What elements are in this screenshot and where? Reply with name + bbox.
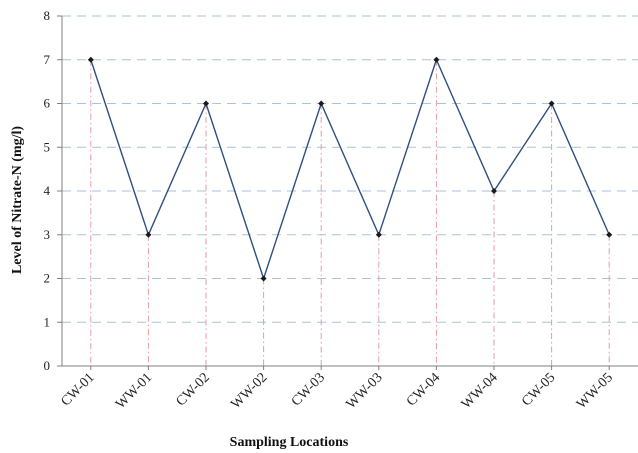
x-tick-label-cw-05: CW-05 [519,370,558,409]
data-point-cw-02 [203,100,209,107]
data-point-cw-03 [318,100,325,107]
y-tick-label: 4 [44,183,51,198]
y-tick-label: 0 [44,358,51,373]
x-tick-label-ww-02: WW-02 [228,370,270,412]
data-point-ww-01 [145,231,152,238]
x-tick-label-cw-03: CW-03 [289,370,328,409]
data-series [87,56,613,282]
x-tick-label-ww-04: WW-04 [459,370,501,412]
series-line-0 [90,57,610,281]
data-point-ww-03 [375,231,382,238]
x-tick-label-ww-05: WW-05 [574,370,616,412]
y-tick-label: 5 [44,139,51,154]
x-tick-label-ww-01: WW-01 [113,370,155,412]
data-point-ww-02 [260,275,267,282]
gridlines [62,15,638,323]
data-point-ww-04 [491,188,497,194]
y-tick-label: 1 [44,314,51,329]
data-point-cw-01 [87,56,94,63]
y-tick-label: 3 [44,227,51,242]
y-tick-label: 7 [44,52,51,67]
data-point-cw-04 [433,56,440,63]
axes [57,15,638,370]
y-tick-labels: 0 1 2 3 4 5 6 7 8 [44,8,51,373]
x-tick-label-ww-03: WW-03 [344,370,386,412]
data-point-ww-05 [606,231,613,238]
y-tick-label: 2 [44,271,51,286]
x-tick-label-cw-01: CW-01 [58,370,97,409]
y-tick-label: 6 [44,96,51,111]
data-point-cw-05 [548,100,555,107]
x-tick-label-cw-02: CW-02 [174,370,213,409]
y-tick-label: 8 [44,8,51,23]
x-tick-labels: CW-01 WW-01 CW-02 WW-02 CW-03 WW-03 CW-04 WW-04… [58,370,616,412]
x-axis-title: Sampling Locations [230,435,349,450]
x-tick-label-cw-04: CW-04 [404,370,443,409]
drop-lines [90,59,610,366]
y-axis-title: Level of Nitrate-N (mg/l) [10,126,25,274]
